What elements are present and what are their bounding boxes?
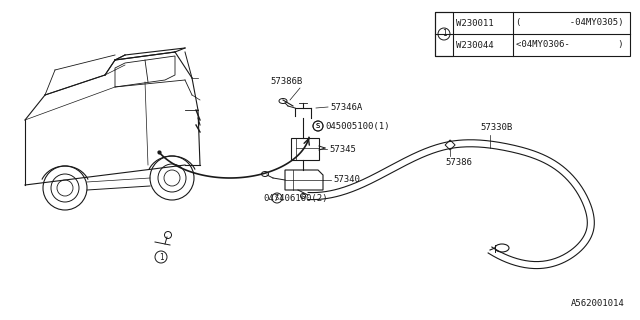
Text: 57386B: 57386B: [270, 77, 302, 86]
Text: S: S: [316, 123, 320, 129]
Text: <04MY0306-         ): <04MY0306- ): [516, 41, 623, 50]
Text: 57346A: 57346A: [330, 102, 362, 111]
Text: W230011: W230011: [456, 19, 493, 28]
Text: 1: 1: [159, 252, 163, 261]
Text: (         -04MY0305): ( -04MY0305): [516, 19, 623, 28]
Text: S: S: [275, 195, 279, 201]
Text: 045005100(1): 045005100(1): [325, 122, 390, 131]
Text: 57330B: 57330B: [480, 124, 512, 132]
Text: 1: 1: [442, 29, 446, 38]
Text: S: S: [316, 123, 320, 129]
Text: 047406160(2): 047406160(2): [263, 194, 328, 203]
Text: 57386: 57386: [445, 158, 472, 167]
Text: A562001014: A562001014: [572, 299, 625, 308]
Bar: [435, 12, 630, 56]
Text: 57345: 57345: [329, 145, 356, 154]
Text: W230044: W230044: [456, 41, 493, 50]
Bar: [435, 12, 453, 56]
Text: 57340: 57340: [333, 175, 360, 185]
